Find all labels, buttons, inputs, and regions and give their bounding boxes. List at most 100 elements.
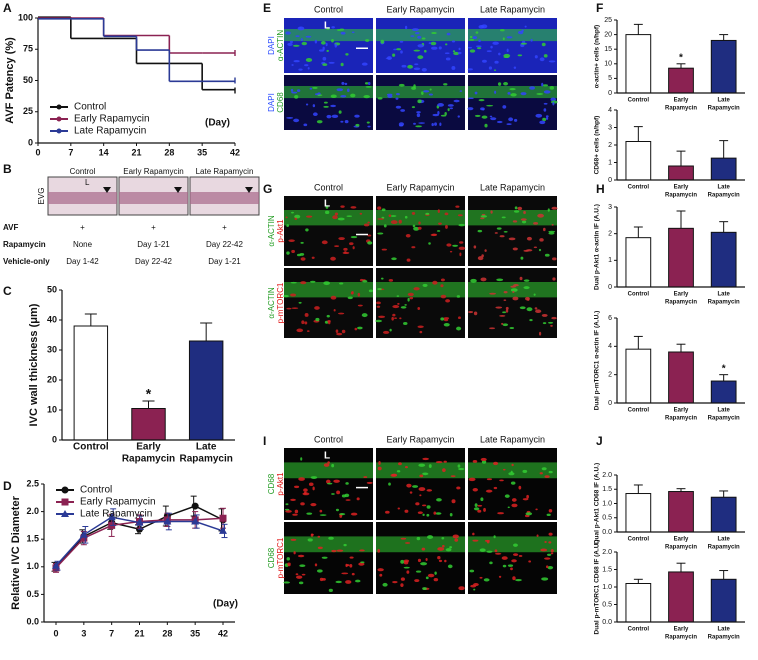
cell [542,84,548,87]
cell [422,504,427,507]
y-tick-label: 75 [23,44,33,54]
cell [403,561,409,565]
row-label: p-Akt1 [276,219,285,243]
significance: * [679,52,683,63]
cell [330,256,336,261]
cell [503,299,507,301]
panel-letter: D [3,479,12,493]
cell [377,288,382,291]
x-tick-label: Late [196,442,217,453]
cell [307,67,310,70]
cell [498,52,501,56]
column-label: Late Rapamycin [480,182,545,192]
cell [305,228,309,232]
cell [518,485,522,490]
cell [425,557,428,561]
x-tick-label: 7 [109,628,114,638]
cell [301,41,308,46]
cell [528,560,532,563]
cell [481,108,485,111]
cell [513,553,519,556]
legend-label: Early Rapamycin [80,497,156,508]
cell [533,246,538,249]
cell [506,123,512,125]
cell [411,246,416,249]
y-tick-label: 0.5 [602,601,612,608]
cell [341,572,349,575]
legend-marker [56,128,62,134]
cell [470,584,477,588]
panel-letter: A [3,1,12,15]
cell [502,323,509,327]
bar [710,231,737,288]
cell [326,49,329,53]
cell [295,35,300,38]
cell [306,512,313,515]
cell [512,220,518,223]
x-tick-label: Late [717,98,730,104]
cell [298,68,303,71]
cell [283,294,289,298]
tissue-layer [190,192,259,204]
cell [522,469,528,474]
cell [336,549,344,552]
cell [404,25,408,30]
cell [309,87,313,90]
y-tick-label: 0.0 [602,619,612,626]
cell [486,550,493,553]
x-tick-label: Rapamycin [122,454,175,465]
cell [339,514,343,518]
cell [535,113,543,118]
y-axis-label: CD68+ cells (n/hpf) [594,116,601,175]
micrograph [468,522,557,594]
cell [426,513,430,517]
cell [292,513,298,516]
cell [549,85,555,90]
cell [519,306,526,310]
cell [377,466,382,471]
cell [415,31,420,35]
cell [357,304,363,307]
cell [303,491,307,495]
y-tick-label: 50 [47,284,57,294]
cell [285,503,289,506]
cell [389,328,392,332]
cell [294,509,299,514]
cell [366,121,370,124]
tissue-band [468,210,557,226]
cell [387,94,393,98]
cell [552,257,557,261]
marker [61,486,69,494]
arrowhead [174,187,182,193]
cell [335,580,342,584]
cell [290,88,294,92]
cell [432,113,440,117]
cell [416,111,421,114]
cell [502,468,506,471]
y-tick-label: 2.0 [602,549,612,556]
cell [526,494,529,499]
x-tick-label: Rapamycin [665,416,697,422]
cell [507,564,514,567]
y-tick-label: 3 [608,124,612,131]
cell [336,332,343,336]
cell [340,205,345,208]
cell [440,294,447,299]
tissue-band [284,536,373,553]
cell [499,235,505,238]
cell [345,499,351,501]
bar [73,325,109,441]
y-axis-label: Relative IVC Diameter [10,495,22,609]
cell [407,297,410,302]
bar [668,351,694,404]
cell [327,320,331,323]
cell [552,277,556,281]
y-tick-label: 0 [28,137,33,147]
cell [367,241,373,245]
cell [421,547,426,551]
cell [541,82,544,87]
cell [497,512,504,515]
cell [363,476,368,478]
cell [392,313,396,317]
cell [343,543,347,547]
